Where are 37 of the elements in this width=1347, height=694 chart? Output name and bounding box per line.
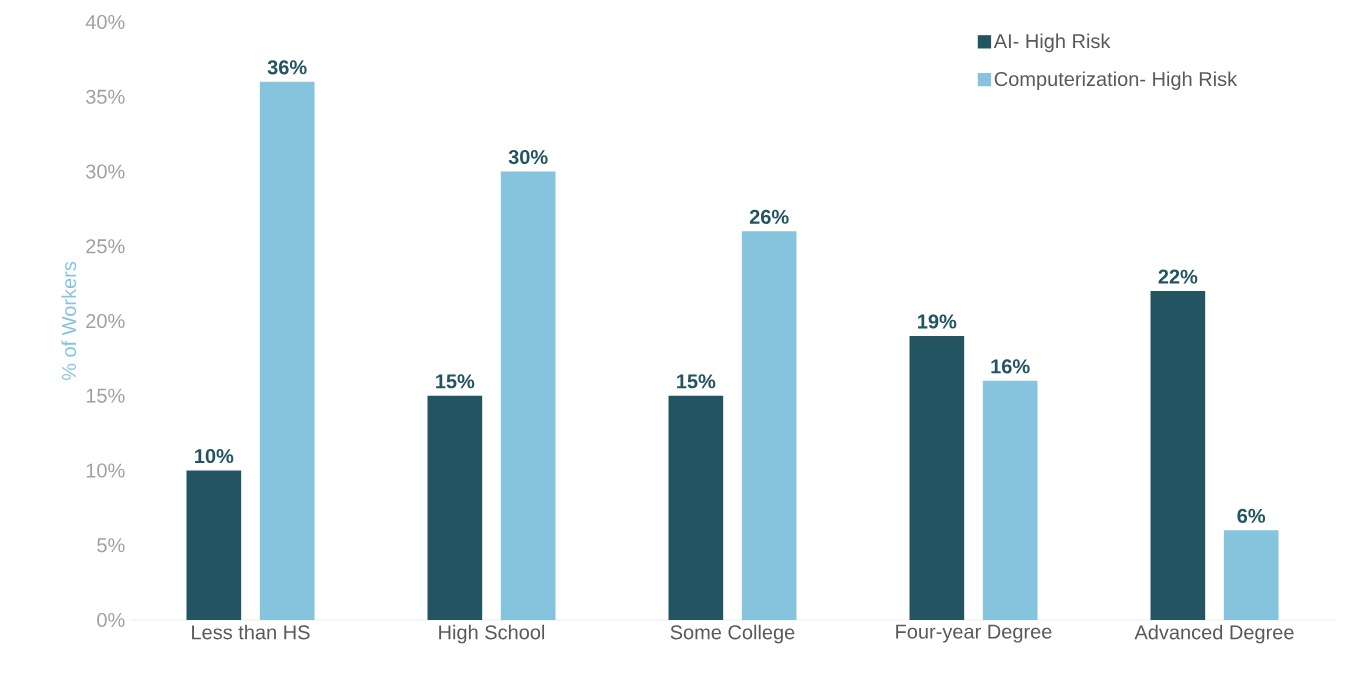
y-tick-label: 15% <box>86 388 125 403</box>
y-tick-label: 5% <box>97 538 125 553</box>
y-tick-label: 25% <box>86 239 125 254</box>
y-tick-label: 10% <box>86 463 125 478</box>
data-label: 22% <box>1158 269 1198 284</box>
data-label: 30% <box>508 149 548 165</box>
data-label: 36% <box>267 60 307 75</box>
x-tick-label: Four-year Degree <box>896 624 1052 643</box>
data-label: 15% <box>677 374 716 389</box>
bar <box>909 335 965 620</box>
x-tick-label: High School <box>439 624 545 644</box>
y-tick-label: 30% <box>86 164 125 179</box>
legend-label: Computerization- High Risk <box>994 71 1238 91</box>
bar <box>427 395 483 620</box>
x-tick-label: Less than HS <box>192 624 310 640</box>
y-tick-label: 20% <box>86 313 125 329</box>
y-tick-label: 40% <box>85 14 125 30</box>
data-label: 10% <box>195 448 234 464</box>
y-tick-label: 35% <box>86 89 125 104</box>
bar <box>259 81 315 620</box>
bar <box>500 171 556 620</box>
data-label: 26% <box>749 209 789 224</box>
bar <box>668 395 724 620</box>
data-label: 15% <box>436 374 475 389</box>
bar <box>982 380 1038 620</box>
bar <box>186 470 242 620</box>
y-tick-label: 0% <box>97 612 125 628</box>
data-label: 6% <box>1237 508 1266 523</box>
bar <box>741 231 797 620</box>
data-label: 19% <box>918 314 957 329</box>
x-tick-label: Some College <box>670 624 795 644</box>
bar <box>1223 530 1279 620</box>
data-label: 16% <box>991 359 1030 374</box>
x-tick-label: Advanced Degree <box>1134 624 1294 644</box>
legend-label: AI- High Risk <box>993 33 1111 53</box>
y-axis-title: % of Workers <box>61 261 77 381</box>
bar <box>1150 291 1206 620</box>
